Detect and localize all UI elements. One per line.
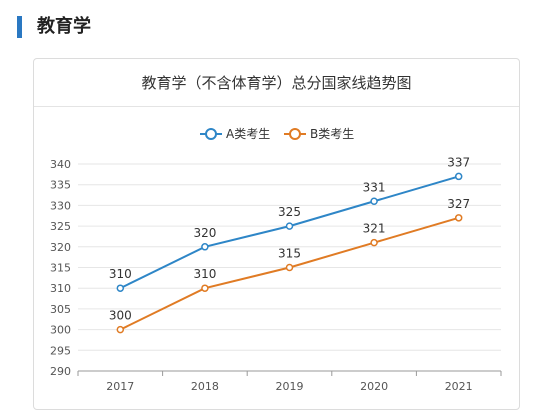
y-tick-label: 310: [50, 282, 71, 295]
series-line: [119, 216, 459, 331]
data-label: 300: [109, 309, 132, 323]
data-point: [454, 214, 463, 222]
y-tick-label: 320: [50, 241, 71, 254]
y-tick-label: 335: [50, 179, 71, 192]
section-accent-bar: [17, 16, 22, 38]
y-tick-label: 300: [50, 324, 71, 337]
line-chart: 290 295 300 305 310 315 320 325 330 335 340 2017 201…: [50, 127, 502, 393]
chart-header: 教育学（不含体育学）总分国家线趋势图: [34, 59, 519, 107]
y-tick-label: 315: [50, 262, 71, 275]
y-tick-label: 330: [50, 199, 71, 212]
data-label: 310: [109, 267, 132, 281]
x-tick-label: 2021: [445, 380, 473, 393]
x-tick-label: 2019: [276, 380, 304, 393]
y-tick-label: 340: [50, 158, 71, 171]
legend-label: A类考生: [226, 127, 270, 141]
y-tick-label: 325: [50, 220, 71, 233]
data-label: 321: [363, 222, 386, 236]
data-label: 337: [447, 155, 470, 169]
data-point: [285, 263, 294, 272]
data-label: 325: [278, 205, 301, 219]
data-point: [370, 197, 378, 206]
legend-marker: [205, 128, 217, 140]
data-point: [201, 243, 209, 251]
data-label: 315: [278, 247, 301, 261]
data-label: 331: [363, 180, 386, 194]
data-point: [116, 325, 125, 334]
chart-card: 教育学（不含体育学）总分国家线趋势图 290 295 300 305 310 315 320…: [33, 58, 520, 410]
chart-title: 教育学（不含体育学）总分国家线趋势图: [141, 74, 412, 92]
y-tick-label: 305: [50, 303, 71, 316]
section-title: 教育学: [37, 16, 91, 37]
data-point: [285, 222, 294, 230]
data-label: 310: [193, 267, 216, 281]
data-point: [454, 172, 463, 181]
x-tick-label: 2018: [191, 380, 219, 393]
data-point: [201, 284, 209, 292]
data-point: [370, 238, 378, 247]
data-point: [116, 284, 125, 292]
x-tick-label: 2020: [360, 380, 388, 393]
data-label: 327: [447, 197, 470, 211]
x-tick-label: 2017: [106, 380, 134, 393]
y-tick-label: 290: [50, 365, 71, 378]
y-tick-label: 295: [50, 344, 71, 357]
legend-label: B类考生: [310, 127, 354, 141]
legend-marker: [289, 128, 301, 140]
data-label: 320: [193, 226, 216, 240]
